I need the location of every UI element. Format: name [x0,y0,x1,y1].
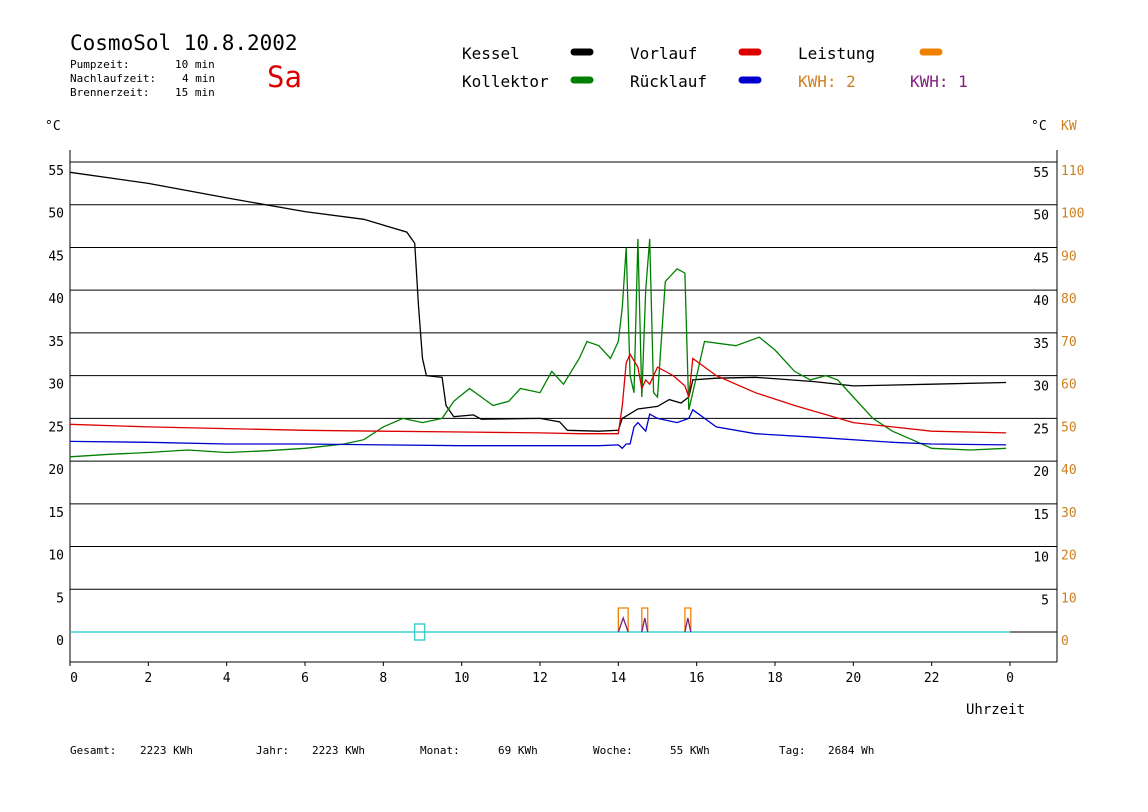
pump-time-label: Pumpzeit: [70,58,130,71]
y-tick-label-right: 5 [1041,593,1049,608]
y-tick-label-right: 55 [1033,166,1049,181]
y-tick-label-left: 10 [48,549,64,564]
legend-kessel-label: Kessel [462,44,520,63]
series-line-vorlauf [69,352,1007,435]
leistung-pulse [617,607,629,632]
legend-kollektor-label: Kollektor [462,72,549,91]
y-tick-label-right-kw: 60 [1061,378,1077,393]
nachlauf-time-label: Nachlaufzeit: [70,72,157,85]
series-line-kollektor [69,238,1007,458]
y-tick-label-left: 20 [48,463,64,478]
x-tick-label: 20 [846,671,862,686]
left-axis-unit: °C [45,119,61,134]
leistung-pulse [641,607,649,632]
leistung-pulse [684,607,692,632]
x-tick-label: 4 [223,671,231,686]
kwh-pulse [617,616,629,633]
y-tick-label-right-kw: 110 [1061,164,1084,179]
y-tick-label-right-kw: 40 [1061,463,1077,478]
y-tick-label-right-kw: 100 [1061,207,1084,222]
y-tick-label-right: 15 [1033,508,1049,523]
right-axis-unit: °C [1031,119,1047,134]
y-tick-label-left: 50 [48,207,64,222]
x-axis-label: Uhrzeit [966,702,1026,718]
footer-gesamt-label: Gesamt: [70,744,117,757]
x-tick-label: 10 [454,671,470,686]
y-tick-label-left: 0 [56,634,64,649]
y-tick-label-right: 20 [1033,465,1049,480]
x-tick-label: 16 [689,671,705,686]
y-tick-label-right-kw: 90 [1061,249,1077,264]
y-tick-label-left: 35 [48,335,64,350]
brenner-time-label: Brennerzeit: [70,86,150,99]
y-tick-label-right: 10 [1033,551,1049,566]
footer-monat-value: 69 KWh [498,744,538,757]
y-tick-label-right-kw: 20 [1061,549,1077,564]
y-tick-label-right: 25 [1033,422,1049,437]
legend-kwh1-label: KWH: 1 [910,72,968,91]
y-tick-label-right-kw: 30 [1061,506,1077,521]
footer-gesamt-value: 2223 KWh [140,744,193,757]
x-tick-label: 6 [301,671,309,686]
kwh-pulse [684,617,692,633]
y-tick-label-left: 45 [48,249,64,264]
y-tick-label-right: 50 [1033,209,1049,224]
x-tick-label: 0 [70,671,78,686]
x-tick-label: 18 [767,671,783,686]
footer-monat-label: Monat: [420,744,460,757]
x-tick-label: 0 [1006,671,1014,686]
y-tick-label-left: 40 [48,292,64,307]
footer-tag-value: 2684 Wh [828,744,875,757]
x-tick-label: 12 [532,671,548,686]
y-tick-label-right: 45 [1033,251,1049,266]
kwh-pulse [641,617,649,633]
legend-ruecklauf-label: Rücklauf [630,72,708,91]
x-tick-label: 8 [379,671,387,686]
series-line-kessel [69,171,1007,432]
y-tick-label-right-kw: 50 [1061,420,1077,435]
y-tick-label-left: 55 [48,164,64,179]
y-tick-label-left: 30 [48,378,64,393]
nachlauf-time-value: 4 min [182,72,216,85]
y-tick-label-right-kw: 10 [1061,591,1077,606]
y-tick-label-left: 5 [56,591,64,606]
legend-kwh2-label: KWH: 2 [798,72,856,91]
pump-time-value: 10 min [175,58,215,71]
brenner-time-value: 15 min [175,86,215,99]
pump-marker [413,623,426,641]
y-tick-label-left: 15 [48,506,64,521]
y-tick-label-right-kw: 0 [1061,634,1069,649]
footer-jahr-value: 2223 KWh [312,744,365,757]
y-tick-label-left: 25 [48,420,64,435]
footer-woche-value: 55 KWh [670,744,710,757]
x-tick-label: 2 [144,671,152,686]
legend-leistung-label: Leistung [798,44,876,63]
footer-tag-label: Tag: [779,744,806,757]
y-tick-label-right: 35 [1033,337,1049,352]
x-tick-label: 22 [924,671,940,686]
legend-vorlauf-label: Vorlauf [630,44,698,63]
footer-woche-label: Woche: [593,744,633,757]
series-line-ruecklauf [69,408,1007,450]
y-tick-label-right: 40 [1033,294,1049,309]
footer-jahr-label: Jahr: [256,744,290,757]
x-tick-label: 14 [611,671,627,686]
right-axis-kw-unit: KW [1061,119,1077,134]
y-tick-label-right-kw: 80 [1061,292,1077,307]
y-tick-label-right: 30 [1033,380,1049,395]
day-label: Sa [267,60,302,94]
y-tick-label-right-kw: 70 [1061,335,1077,350]
title: CosmoSol 10.8.2002 [70,31,298,55]
